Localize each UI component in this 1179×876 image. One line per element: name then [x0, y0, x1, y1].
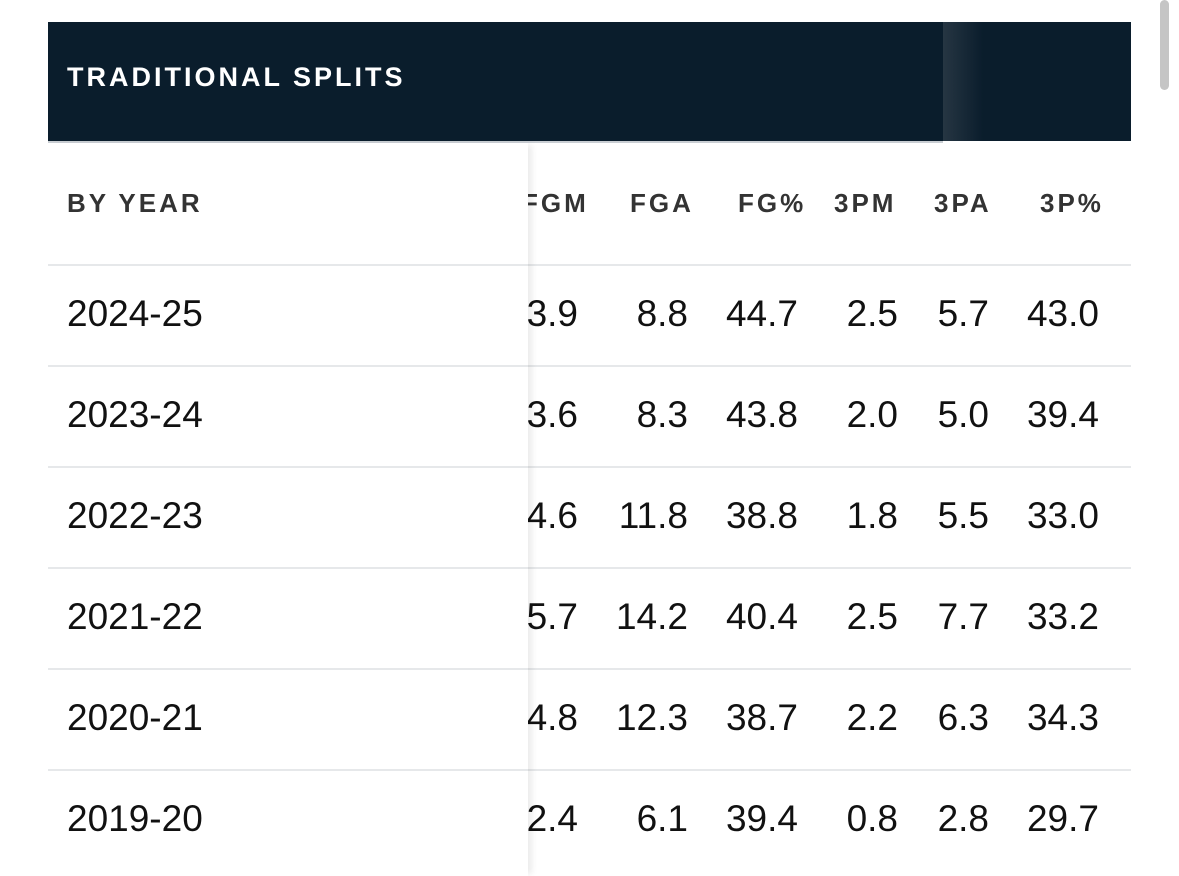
cell-3pm: 2.2: [846, 697, 898, 738]
cell-year: 2020-21: [67, 697, 203, 738]
cell-3pm: 0.8: [846, 798, 898, 839]
cell-3p-pct: 29.7: [1026, 798, 1099, 839]
stats-table[interactable]: FGM FGA FG% 3PM 3PA 3P% 3.9 8.8 44.7 2.5…: [48, 143, 1131, 876]
cell-3p-pct: 43.0: [1026, 293, 1099, 334]
row-divider: [48, 769, 1131, 771]
row-divider: [48, 668, 1131, 670]
cell-fga: 8.8: [636, 293, 688, 334]
cell-fgm: 4.6: [526, 495, 578, 536]
cell-3p-pct: 34.3: [1026, 697, 1099, 738]
row-divider: [48, 365, 528, 367]
cell-fgm: 4.8: [526, 697, 578, 738]
cell-3pm: 2.5: [846, 293, 898, 334]
table-row[interactable]: 5.7 14.2 40.4 2.5 7.7 33.2: [48, 569, 1131, 670]
cell-3pm: 2.0: [846, 394, 898, 435]
row-divider: [48, 264, 1131, 266]
row-divider: [48, 466, 528, 468]
cell-year: 2024-25: [67, 293, 203, 334]
column-header-fgm[interactable]: FGM: [522, 188, 589, 218]
cell-fg-pct: 40.4: [725, 596, 798, 637]
row-divider: [48, 567, 528, 569]
column-header-fga[interactable]: FGA: [630, 188, 694, 218]
column-header-3pm[interactable]: 3PM: [834, 188, 897, 218]
cell-3pm: 2.5: [846, 596, 898, 637]
cell-fga: 14.2: [615, 596, 688, 637]
row-divider: [48, 466, 1131, 468]
sticky-year-column: BY YEAR 2024-25 2023-24 2022-23 2021-22 …: [48, 143, 528, 876]
table-row[interactable]: 2.4 6.1 39.4 0.8 2.8 29.7: [48, 771, 1131, 872]
cell-fgm: 3.6: [526, 394, 578, 435]
cell-fga: 12.3: [615, 697, 688, 738]
header-scroll-fade: [943, 22, 983, 141]
cell-3pa: 2.8: [937, 798, 989, 839]
cell-3pa: 5.5: [937, 495, 989, 536]
column-header-by-year[interactable]: BY YEAR: [67, 188, 203, 218]
cell-fga: 11.8: [618, 495, 688, 536]
row-divider: [48, 264, 528, 266]
cell-3pa: 5.7: [937, 293, 989, 334]
table-row[interactable]: 4.6 11.8 38.8 1.8 5.5 33.0: [48, 468, 1131, 569]
column-header-fg-pct[interactable]: FG%: [738, 188, 807, 218]
cell-3p-pct: 39.4: [1026, 394, 1099, 435]
header-divider: [48, 141, 943, 143]
cell-year: 2019-20: [67, 798, 203, 839]
column-header-3p-pct[interactable]: 3P%: [1040, 188, 1104, 218]
cell-fgm: 5.7: [526, 596, 578, 637]
cell-year: 2022-23: [67, 495, 203, 536]
cell-fga: 8.3: [636, 394, 688, 435]
table-row[interactable]: 3.6 8.3 43.8 2.0 5.0 39.4: [48, 367, 1131, 468]
cell-fg-pct: 38.7: [725, 697, 798, 738]
cell-3p-pct: 33.2: [1026, 596, 1099, 637]
section-title: TRADITIONAL SPLITS: [67, 62, 406, 92]
cell-3p-pct: 33.0: [1026, 495, 1099, 536]
cell-fga: 6.1: [636, 798, 688, 839]
cell-fg-pct: 44.7: [725, 293, 798, 334]
row-divider: [48, 769, 528, 771]
cell-3pa: 7.7: [937, 596, 989, 637]
row-divider: [48, 567, 1131, 569]
cell-fgm: 3.9: [526, 293, 578, 334]
row-divider: [48, 365, 1131, 367]
cell-3pa: 5.0: [937, 394, 989, 435]
cell-fgm: 2.4: [526, 798, 578, 839]
cell-year: 2021-22: [67, 596, 203, 637]
cell-fg-pct: 43.8: [725, 394, 798, 435]
table-row[interactable]: 3.9 8.8 44.7 2.5 5.7 43.0: [48, 266, 1131, 367]
cell-fg-pct: 38.8: [725, 495, 798, 536]
cell-3pa: 6.3: [937, 697, 989, 738]
cell-fg-pct: 39.4: [725, 798, 798, 839]
row-divider: [48, 668, 528, 670]
vertical-scrollbar[interactable]: [1160, 0, 1169, 90]
table-row[interactable]: 4.8 12.3 38.7 2.2 6.3 34.3: [48, 670, 1131, 771]
cell-year: 2023-24: [67, 394, 203, 435]
column-header-3pa[interactable]: 3PA: [934, 188, 992, 218]
cell-3pm: 1.8: [846, 495, 898, 536]
